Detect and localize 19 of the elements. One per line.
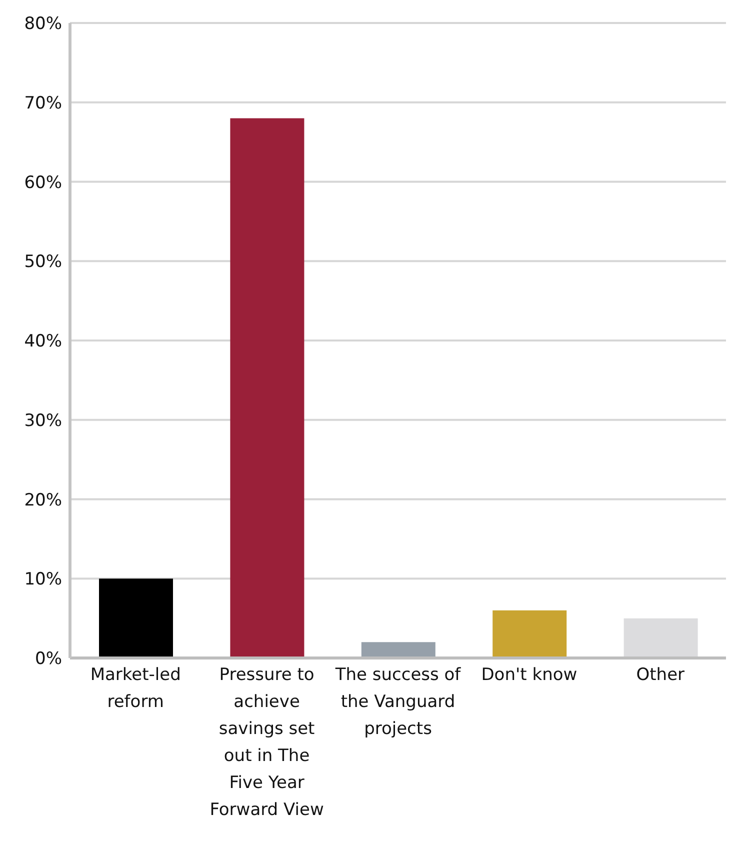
y-tick-label: 0% <box>35 649 62 670</box>
x-tick-label: Don't know <box>481 665 578 685</box>
x-tick-label: Other <box>636 665 685 685</box>
y-tick-label: 80% <box>24 14 62 34</box>
y-tick-label: 10% <box>24 570 62 590</box>
y-tick-label: 30% <box>24 410 62 431</box>
x-tick-label: Pressure to achieve savings set out in The Five Year Forward View <box>210 665 324 820</box>
bar <box>624 618 698 658</box>
bar <box>492 610 567 658</box>
y-tick-label: 70% <box>24 93 62 114</box>
y-tick-label: 50% <box>24 252 62 272</box>
x-tick-label: The success of the Vanguard projects <box>334 665 462 739</box>
bar <box>361 642 436 658</box>
bar <box>230 118 304 658</box>
x-tick-label: Market-led reform <box>90 665 181 712</box>
y-tick-label: 20% <box>24 490 62 510</box>
y-tick-label: 40% <box>24 332 62 352</box>
bar <box>99 578 173 658</box>
y-tick-label: 60% <box>24 172 62 193</box>
